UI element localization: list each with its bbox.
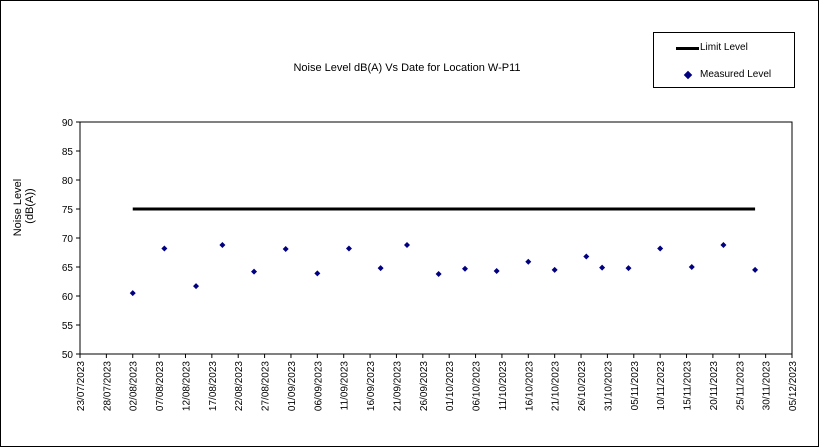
x-tick-label: 01/10/2023	[445, 361, 456, 411]
y-axis-label: Noise Level (dB(A))	[12, 176, 36, 237]
x-tick-label: 12/08/2023	[181, 361, 192, 411]
measured-level-point	[282, 246, 289, 253]
legend-item-limit: Limit Level	[654, 41, 794, 55]
measured-level-point	[345, 245, 352, 252]
y-tick-label: 75	[62, 205, 74, 216]
x-tick-label: 06/09/2023	[313, 361, 324, 411]
measured-level-point	[551, 266, 558, 273]
measured-level-point	[435, 270, 442, 277]
x-axis-ticks: 23/07/2023 28/07/2023 02/08/2023 07/08/2023…	[76, 354, 799, 411]
x-tick-label: 10/11/2023	[656, 361, 667, 411]
legend-label-limit: Limit Level	[700, 42, 748, 53]
x-tick-label: 28/07/2023	[102, 361, 113, 411]
y-tick-label: 70	[62, 234, 74, 245]
series-layer	[129, 207, 759, 297]
x-tick-label: 22/08/2023	[234, 361, 245, 411]
x-tick-label: 27/08/2023	[261, 361, 272, 411]
x-tick-label: 16/09/2023	[366, 361, 377, 411]
measured-level-point	[720, 241, 727, 248]
measured-level-point	[129, 290, 136, 297]
y-tick-label: 65	[62, 263, 74, 274]
y-tick-label: 55	[62, 321, 74, 332]
measured-level-point	[752, 266, 759, 273]
measured-level-point	[161, 245, 168, 252]
measured-level-point	[251, 268, 258, 275]
y-tick-label: 90	[62, 118, 74, 129]
measured-level-point	[657, 245, 664, 252]
x-tick-label: 30/11/2023	[762, 361, 773, 411]
chart-title: Noise Level dB(A) Vs Date for Location W…	[293, 62, 520, 74]
legend-label-measured: Measured Level	[700, 69, 772, 80]
x-tick-label: 07/08/2023	[155, 361, 166, 411]
x-tick-label: 02/08/2023	[129, 361, 140, 411]
measured-level-point	[583, 253, 590, 260]
x-tick-label: 26/09/2023	[419, 361, 430, 411]
x-tick-label: 05/12/2023	[788, 361, 799, 411]
measured-level-point	[314, 270, 321, 277]
measured-level-point	[403, 241, 410, 248]
x-tick-label: 17/08/2023	[208, 361, 219, 411]
y-axis-ticks: 50 55 60 65 70 75 80 85 90	[62, 118, 80, 361]
legend-item-measured: Measured Level	[654, 68, 794, 82]
legend: Limit Level Measured Level	[653, 32, 795, 88]
x-tick-label: 11/10/2023	[498, 361, 509, 411]
x-tick-label: 31/10/2023	[603, 361, 614, 411]
x-tick-label: 23/07/2023	[76, 361, 87, 411]
measured-level-point	[193, 283, 200, 290]
measured-level-point	[525, 258, 532, 265]
legend-line-swatch	[676, 47, 699, 50]
x-tick-label: 16/10/2023	[524, 361, 535, 411]
x-tick-label: 05/11/2023	[630, 361, 641, 411]
x-tick-label: 21/10/2023	[551, 361, 562, 411]
x-tick-label: 20/11/2023	[709, 361, 720, 411]
x-tick-label: 15/11/2023	[683, 361, 694, 411]
measured-level-point	[599, 264, 606, 271]
y-tick-label: 80	[62, 176, 74, 187]
x-tick-label: 11/09/2023	[340, 361, 351, 411]
measured-level-point	[219, 241, 226, 248]
legend-diamond-swatch	[683, 70, 693, 80]
x-tick-label: 26/10/2023	[577, 361, 588, 411]
plot-area	[79, 121, 793, 355]
x-tick-label: 25/11/2023	[735, 361, 746, 411]
measured-level-point	[493, 268, 500, 275]
x-tick-label: 21/09/2023	[392, 361, 403, 411]
y-tick-label: 50	[62, 350, 74, 361]
x-tick-label: 01/09/2023	[287, 361, 298, 411]
measured-level-point	[377, 265, 384, 272]
y-axis-label-line1: Noise Level	[12, 179, 24, 236]
y-tick-label: 60	[62, 292, 74, 303]
y-axis-label-line2: (dB(A))	[24, 188, 36, 223]
measured-level-point	[625, 265, 632, 272]
x-tick-label: 06/10/2023	[472, 361, 483, 411]
measured-level-point	[462, 265, 469, 272]
y-tick-label: 85	[62, 147, 74, 158]
measured-level-point	[688, 264, 695, 270]
